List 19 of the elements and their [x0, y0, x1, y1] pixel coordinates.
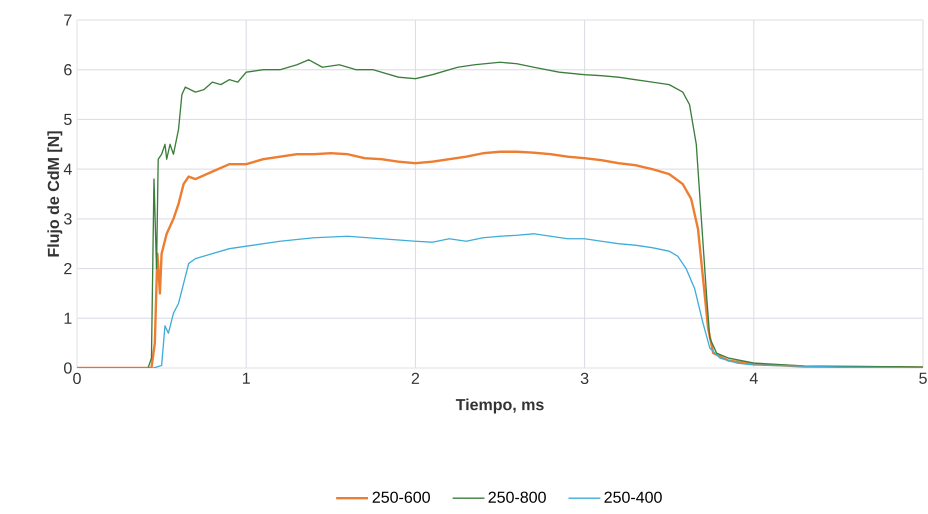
y-tick-label: 3: [64, 213, 72, 225]
x-tick-label: 3: [580, 372, 588, 384]
x-tick-label: 5: [919, 372, 927, 384]
x-tick-label: 4: [750, 372, 758, 384]
y-tick-label: 4: [64, 164, 72, 175]
y-tick-label: 0: [64, 362, 72, 374]
y-tick-label: 5: [64, 114, 72, 126]
y-tick-label: 6: [64, 64, 72, 76]
x-axis-title: Tiempo, ms: [456, 398, 544, 414]
legend-label: 250-400: [604, 492, 662, 503]
legend-label: 250-600: [372, 492, 430, 503]
y-axis-title: Flujo de CdM [N]: [47, 131, 62, 256]
x-tick-label: 2: [412, 372, 420, 384]
y-tick-label: 2: [64, 262, 72, 274]
y-tick-label: 1: [64, 312, 72, 324]
y-tick-label: 7: [64, 14, 72, 26]
x-tick-label: 0: [73, 372, 81, 384]
legend-label: 250-800: [488, 492, 546, 503]
x-tick-label: 1: [242, 372, 250, 384]
